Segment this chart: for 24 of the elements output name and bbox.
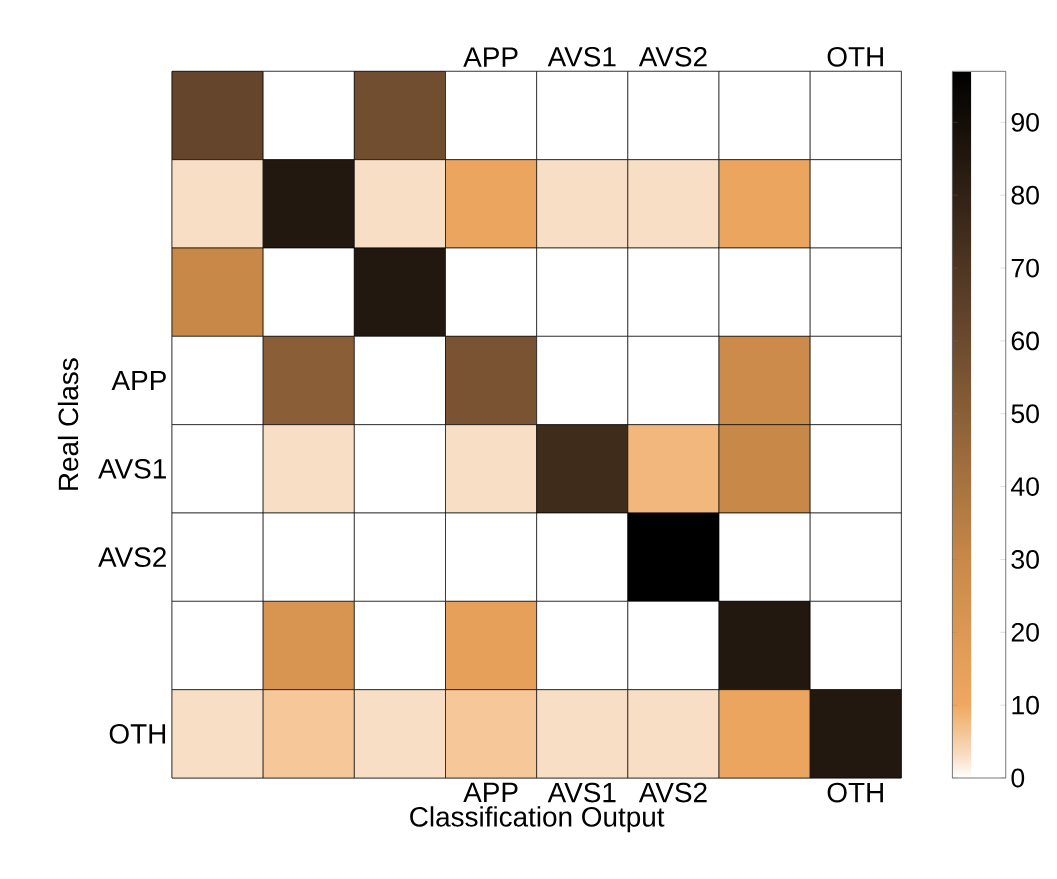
x-tick-label: APP bbox=[463, 782, 518, 802]
color-bar-label: 70 bbox=[1011, 258, 1039, 278]
y-tick-label: AVS2 bbox=[98, 547, 166, 568]
color-bar-label: 20 bbox=[1011, 622, 1039, 642]
x-tick-label: AVS2 bbox=[638, 782, 707, 803]
category-label: APP bbox=[463, 47, 518, 67]
color-bar-label: 90 bbox=[1011, 112, 1039, 132]
color-bar-label: 10 bbox=[1012, 695, 1039, 715]
y-axis-title: Real Class bbox=[57, 358, 79, 490]
category-label: OTH bbox=[827, 46, 883, 67]
y-tick-label: OTH bbox=[109, 723, 166, 744]
color-bar-label: 80 bbox=[1011, 185, 1039, 205]
x-tick-label: AVS1 bbox=[547, 782, 616, 803]
y-tick-label: AVS1 bbox=[98, 458, 166, 479]
category-label: AVS2 bbox=[638, 46, 707, 67]
category-label: AVS1 bbox=[547, 46, 616, 67]
color-bar-label: 30 bbox=[1011, 550, 1039, 569]
y-tick-label: APP bbox=[111, 370, 166, 391]
x-axis-title: Classification Output bbox=[410, 806, 665, 833]
x-tick-label: OTH bbox=[827, 782, 883, 803]
color-bar-label: 60 bbox=[1011, 331, 1039, 351]
color-bar-label: 50 bbox=[1011, 404, 1039, 424]
color-bar-label: 0 bbox=[1011, 768, 1025, 788]
color-bar-label: 40 bbox=[1011, 477, 1039, 496]
